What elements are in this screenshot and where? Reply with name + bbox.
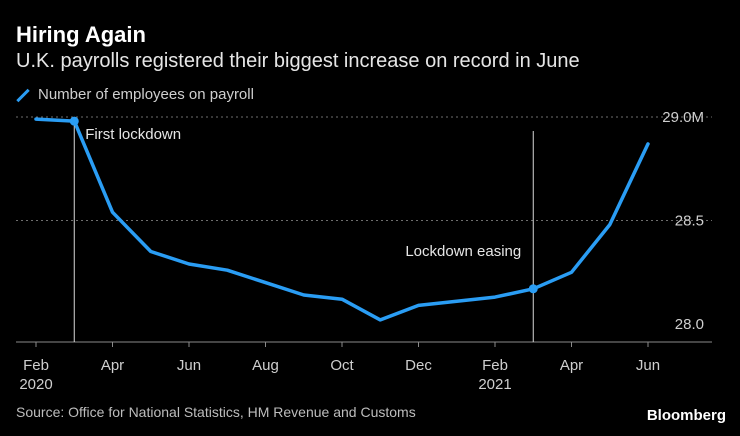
legend-label: Number of employees on payroll (38, 86, 254, 103)
chart-subtitle: U.K. payrolls registered their biggest i… (16, 50, 580, 72)
x-tick-label: Feb (482, 357, 508, 374)
x-tick-label: Dec (405, 357, 432, 374)
legend: Number of employees on payroll (16, 86, 254, 103)
annotation-dot (528, 284, 538, 294)
annotation-lockdown-easing: Lockdown easing (405, 243, 521, 260)
y-tick-label: 28.5 (675, 213, 704, 230)
x-tick-label: Aug (252, 357, 279, 374)
x-tick-label: Apr (101, 357, 124, 374)
annotation-dot (69, 116, 79, 126)
annotation-first-lockdown: First lockdown (85, 126, 181, 143)
x-tick-label: Apr (560, 357, 583, 374)
chart-title: Hiring Again (16, 22, 146, 47)
y-tick-label: 28.0 (675, 316, 704, 333)
x-tick-year-label: 2021 (478, 376, 511, 393)
x-tick-label: Jun (636, 357, 660, 374)
x-tick-label: Oct (330, 357, 354, 374)
x-tick-label: Jun (177, 357, 201, 374)
payroll-series-line (34, 117, 650, 322)
y-tick-label: 29.0M (662, 109, 704, 126)
x-tick-label: Feb (23, 357, 49, 374)
x-tick-year-label: 2020 (19, 376, 52, 393)
bloomberg-logo: Bloomberg (646, 407, 726, 424)
source-note: Source: Office for National Statistics, … (16, 404, 416, 420)
